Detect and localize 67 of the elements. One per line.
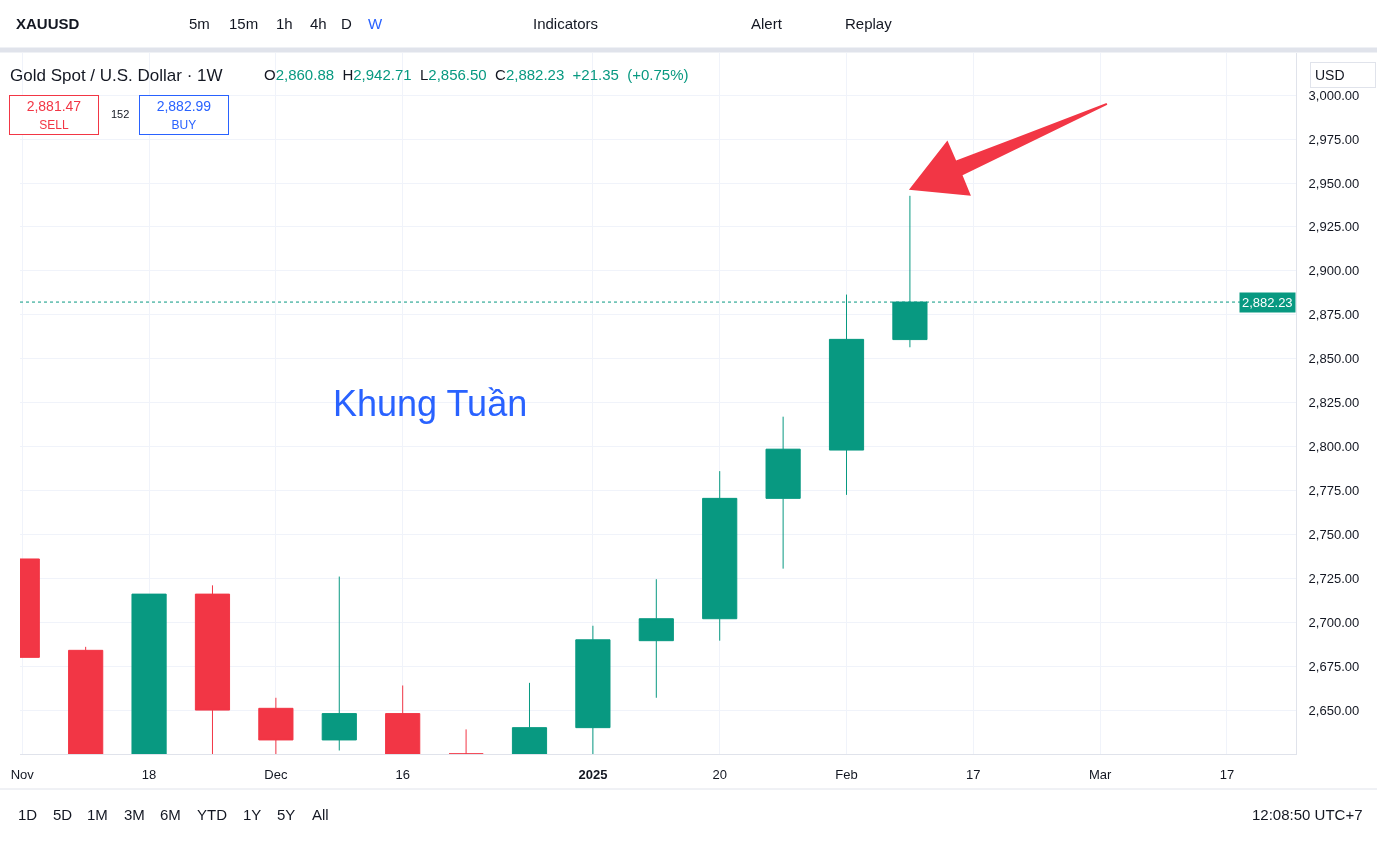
text: W xyxy=(368,15,383,32)
y-tick-label: 2,850.00 xyxy=(1308,351,1360,367)
text: 3M xyxy=(124,806,145,823)
candlestick xyxy=(511,682,548,754)
text: 6M xyxy=(160,806,181,823)
x-tick-label: 18 xyxy=(141,766,157,782)
text: Alert xyxy=(751,15,783,32)
text: 5D xyxy=(53,806,73,823)
y-tick-label: 2,700.00 xyxy=(1308,614,1360,630)
ref-line-label: 2,882.23 xyxy=(1242,295,1293,310)
annotation: BUY xyxy=(171,118,197,133)
y-tick-label: 2,825.00 xyxy=(1308,395,1360,411)
x-tick-label: Mar xyxy=(1088,766,1112,782)
x-tick-label: 2025 xyxy=(578,766,608,782)
candlestick xyxy=(702,470,738,642)
y-tick-label: 2,975.00 xyxy=(1308,131,1360,147)
y-tick-label: 2,800.00 xyxy=(1308,439,1360,455)
annotation: SELL xyxy=(39,118,69,133)
text: 5m xyxy=(189,15,210,32)
candlestick xyxy=(638,578,674,699)
text: YTD xyxy=(197,806,228,823)
y-tick-label: 2,725.00 xyxy=(1308,570,1360,586)
candlestick xyxy=(765,416,801,570)
x-tick-label: Nov xyxy=(10,766,35,782)
text: O2,860.88 H2,942.71 L2,856.50 C2,882.23 +21.35 (+0.75%) xyxy=(264,66,689,83)
text: USD xyxy=(1315,67,1345,83)
y-tick-label: 2,900.00 xyxy=(1308,263,1360,279)
text: D xyxy=(341,15,352,32)
annotation: 2,881.47 xyxy=(26,98,82,114)
candlestick xyxy=(131,593,167,754)
x-tick-label: 17 xyxy=(966,766,981,782)
y-tick-label: 2,675.00 xyxy=(1308,658,1360,674)
candlestick xyxy=(385,684,421,754)
text: Gold Spot / U.S. Dollar · 1W xyxy=(10,65,223,85)
candlestick xyxy=(194,584,231,754)
candlestick xyxy=(321,576,357,751)
text: 15m xyxy=(229,15,259,32)
y-tick-label: 2,750.00 xyxy=(1308,526,1360,542)
candlestick xyxy=(575,625,611,754)
candlestick xyxy=(258,697,294,754)
y-tick-label: 2,775.00 xyxy=(1308,483,1360,499)
x-tick-label: 20 xyxy=(712,766,727,782)
x-tick-label: Dec xyxy=(264,766,288,782)
x-tick-label: Feb xyxy=(835,766,858,782)
text: All xyxy=(312,806,329,823)
text: 1M xyxy=(87,806,108,823)
candlestick xyxy=(448,728,484,754)
annotation: 2,882.99 xyxy=(156,98,212,114)
y-tick-label: 2,875.00 xyxy=(1308,307,1360,323)
text: 1D xyxy=(18,806,38,823)
text: 5Y xyxy=(277,806,296,823)
y-tick-label: 2,950.00 xyxy=(1308,175,1360,191)
x-tick-label: 16 xyxy=(395,766,410,782)
y-tick-label: 3,000.00 xyxy=(1308,87,1360,103)
text: Replay xyxy=(845,15,893,32)
y-tick-label: 2,650.00 xyxy=(1308,702,1360,718)
annotation: 152 xyxy=(111,108,130,120)
text: 12:08:50 UTC+7 xyxy=(1252,806,1363,823)
x-tick-label: 17 xyxy=(1219,766,1235,782)
text: 4h xyxy=(310,15,327,32)
candlestick xyxy=(68,646,104,754)
text: 1h xyxy=(276,15,293,32)
text: 1Y xyxy=(243,806,262,823)
annotation: Khung Tuần xyxy=(333,383,528,424)
text: Indicators xyxy=(533,15,599,32)
text: XAUUSD xyxy=(16,15,80,32)
y-tick-label: 2,925.00 xyxy=(1308,219,1360,235)
